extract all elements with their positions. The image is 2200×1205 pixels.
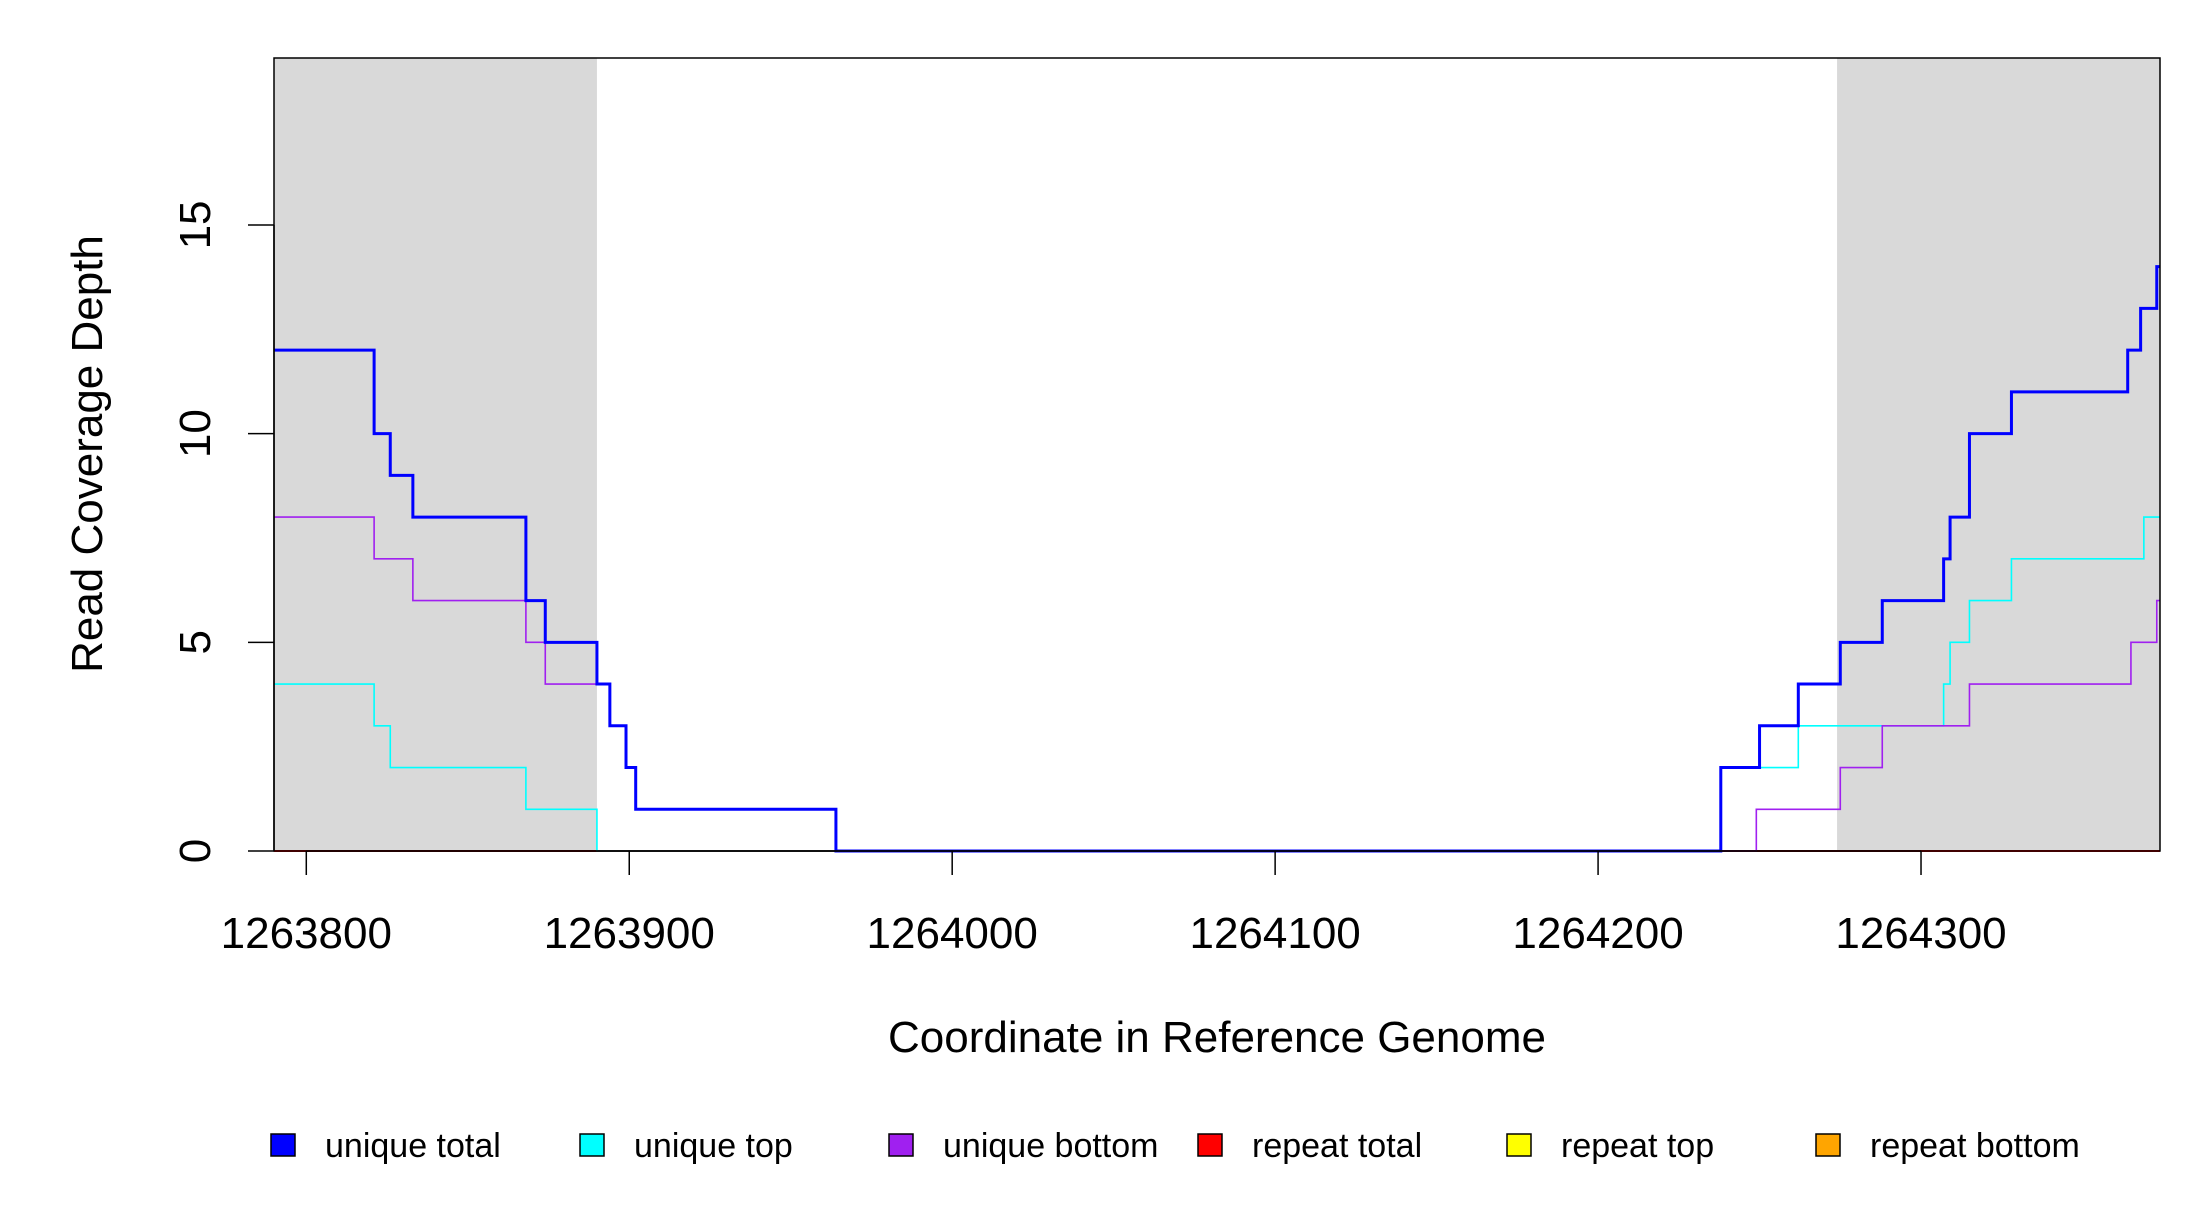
- x-tick-label: 1263800: [221, 909, 392, 958]
- legend-swatch-repeat-total: [1197, 1133, 1223, 1157]
- shaded-regions: [274, 58, 2160, 851]
- legend-swatch-unique-top: [579, 1133, 605, 1157]
- legend-swatch-repeat-bottom: [1815, 1133, 1841, 1157]
- x-axis: 1263800 1263900 1264000 1264100 1264200 12643…: [221, 850, 2007, 958]
- legend-label-unique-total: unique total: [325, 1127, 501, 1165]
- shaded-region-2: [1837, 58, 2160, 851]
- x-tick-label: 1264300: [1835, 909, 2006, 958]
- legend-label-repeat-top: repeat top: [1561, 1127, 1714, 1165]
- x-axis-label: Coordinate in Reference Genome: [888, 1013, 1546, 1062]
- x-tick-label: 1263900: [544, 909, 715, 958]
- y-axis: 0 5 10 15: [171, 200, 275, 863]
- series-line-unique-total: [274, 265, 2160, 853]
- y-axis-label: Read Coverage Depth: [63, 235, 112, 673]
- legend-swatch-unique-total: [270, 1133, 296, 1157]
- y-tick-label: 0: [171, 839, 220, 863]
- x-tick-label: 1264100: [1189, 909, 1360, 958]
- legend-label-unique-top: unique top: [634, 1127, 793, 1165]
- x-tick-label: 1264000: [867, 909, 1038, 958]
- series-line-unique-top: [274, 516, 2160, 852]
- x-tick-label: 1264200: [1512, 909, 1683, 958]
- legend-swatch-unique-bottom: [888, 1133, 914, 1157]
- legend-label-repeat-bottom: repeat bottom: [1870, 1127, 2080, 1165]
- y-tick-label: 5: [171, 630, 220, 654]
- legend-label-repeat-total: repeat total: [1252, 1127, 1422, 1165]
- y-tick-label: 10: [171, 409, 220, 458]
- legend-label-unique-bottom: unique bottom: [943, 1127, 1159, 1165]
- legend: unique total unique top unique bottom repea…: [270, 1127, 2080, 1165]
- y-tick-label: 15: [171, 200, 220, 249]
- legend-swatch-repeat-top: [1506, 1133, 1532, 1157]
- shaded-region-1: [274, 58, 597, 851]
